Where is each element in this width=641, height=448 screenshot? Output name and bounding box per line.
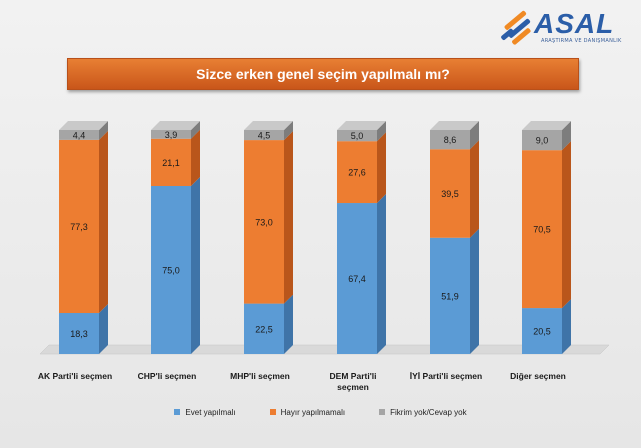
data-label: 73,0 (255, 217, 273, 227)
bar-side-hayir (470, 140, 479, 238)
bar-segment-hayir (522, 150, 562, 309)
bar-side-evet (470, 228, 479, 354)
bar-side-fikrim-yok (191, 121, 200, 139)
bar-side-evet (99, 304, 108, 354)
legend-label-hayir: Hayır yapılmamalı (280, 407, 346, 417)
bar-segment-hayir (59, 139, 99, 314)
data-label: 77,3 (70, 222, 88, 232)
bar-segment-fikrim-yok (522, 130, 562, 151)
bar-side-fikrim-yok (377, 121, 386, 142)
chart-legend: Evet yapılmalı Hayır yapılmamalı Fikrim … (0, 403, 641, 421)
data-label: 67,4 (348, 274, 366, 284)
bar-segment-evet (59, 313, 99, 354)
chart-title: Sizce erken genel seçim yapılmalı mı? (196, 66, 450, 82)
bar-segment-hayir (244, 140, 284, 304)
bar-top-fikrim-yok (430, 121, 479, 130)
legend-item-fikrim-yok: Fikrim yok/Cevap yok (379, 407, 467, 417)
bar-side-hayir (99, 130, 108, 314)
data-label: 75,0 (162, 266, 180, 276)
bar-side-fikrim-yok (284, 121, 293, 141)
category-tick-label: Diğer seçmen (510, 371, 566, 381)
data-label: 27,6 (348, 168, 366, 178)
bar-side-hayir (191, 129, 200, 186)
bar-segment-evet (522, 308, 562, 354)
bar-side-evet (377, 194, 386, 354)
bar-segment-fikrim-yok (244, 130, 284, 141)
bar-top-fikrim-yok (244, 121, 293, 130)
legend-label-fikrim-yok: Fikrim yok/Cevap yok (390, 407, 467, 417)
bar-top-fikrim-yok (522, 121, 571, 130)
bar-segment-evet (244, 303, 284, 354)
legend-swatch-hayir (269, 409, 276, 415)
bar-top-fikrim-yok (59, 121, 108, 130)
chart-title-bar: Sizce erken genel seçim yapılmalı mı? (67, 58, 579, 90)
data-label: 5,0 (351, 131, 364, 141)
bar-side-fikrim-yok (99, 121, 108, 140)
data-label: 4,4 (73, 130, 86, 140)
category-tick-label: İYİ Parti'li seçmen (410, 371, 482, 381)
legend-item-hayir: Hayır yapılmamalı (269, 407, 346, 417)
bar-segment-hayir (151, 138, 191, 186)
bar-side-fikrim-yok (470, 121, 479, 150)
data-label: 4,5 (258, 131, 271, 141)
bar-side-hayir (562, 141, 571, 309)
bar-segment-hayir (337, 141, 377, 204)
bar-side-evet (562, 299, 571, 354)
bar-top-fikrim-yok (337, 121, 386, 130)
category-tick-label: DEM Parti'li (330, 371, 377, 381)
logo-wordmark: ASAL (534, 8, 615, 39)
data-label: 70,5 (533, 225, 551, 235)
bar-top-fikrim-yok (151, 121, 200, 130)
data-label: 9,0 (536, 136, 549, 146)
category-tick-label: seçmen (337, 382, 369, 392)
data-label: 8,6 (444, 135, 457, 145)
category-tick-label: AK Parti'li seçmen (38, 371, 112, 381)
bar-side-evet (284, 294, 293, 354)
bar-segment-fikrim-yok (337, 130, 377, 142)
bar-side-hayir (284, 131, 293, 304)
bar-segment-evet (151, 186, 191, 354)
category-tick-label: CHP'li seçmen (138, 371, 197, 381)
bar-side-hayir (377, 132, 386, 204)
bar-side-fikrim-yok (562, 121, 571, 151)
data-label: 3,9 (165, 130, 178, 140)
legend-item-evet: Evet yapılmalı (174, 407, 236, 417)
bar-segment-fikrim-yok (430, 130, 470, 150)
data-label: 39,5 (441, 189, 459, 199)
legend-swatch-evet (174, 409, 181, 415)
category-tick-label: MHP'li seçmen (230, 371, 290, 381)
data-label: 20,5 (533, 327, 551, 337)
bar-segment-fikrim-yok (151, 130, 191, 139)
bar-side-evet (191, 177, 200, 354)
asal-logo-icon (501, 10, 531, 45)
logo-subtitle: ARAŞTIRMA VE DANIŞMANLIK (541, 38, 622, 44)
data-label: 51,9 (441, 291, 459, 301)
bar-segment-fikrim-yok (59, 130, 99, 140)
data-label: 21,1 (162, 158, 180, 168)
bar-segment-hayir (430, 149, 470, 238)
bar-segment-evet (430, 237, 470, 354)
legend-swatch-fikrim-yok (379, 409, 386, 415)
bar-segment-evet (337, 203, 377, 354)
data-label: 18,3 (70, 329, 88, 339)
legend-label-evet: Evet yapılmalı (185, 407, 236, 417)
data-label: 22,5 (255, 324, 273, 334)
